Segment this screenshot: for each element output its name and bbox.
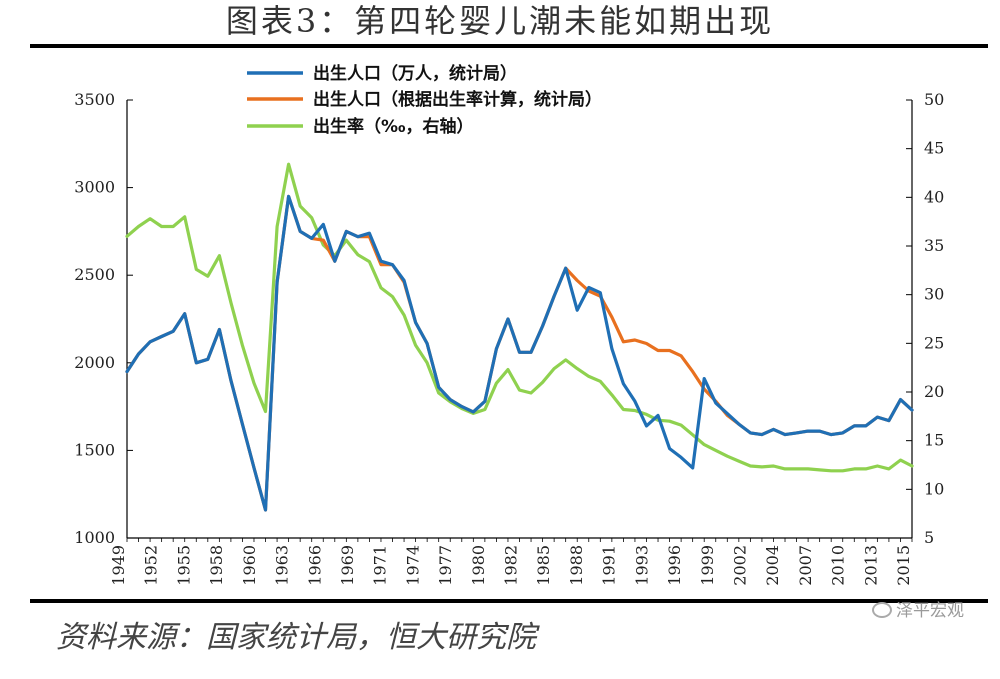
series-lines-group	[125, 162, 914, 512]
right-tick-label: 45	[924, 139, 944, 158]
axes-group: 1000 1500 2000 2500 3000 3500 5 10 15 20 25 30 35 40 4…	[74, 90, 944, 586]
x-tick-label: 1949	[109, 545, 128, 586]
right-tick-label: 25	[924, 333, 944, 352]
x-tick-label: 1993	[632, 545, 651, 586]
x-tick-label: 1977	[436, 545, 455, 586]
x-tick-label: 1988	[567, 545, 586, 586]
series-line-2	[125, 162, 914, 473]
x-tick-label: 2007	[796, 545, 815, 586]
left-tick-label: 2000	[74, 353, 115, 372]
x-tick-label: 1980	[469, 545, 488, 586]
x-tick-label: 1999	[698, 545, 717, 586]
x-tick-label: 2010	[829, 545, 848, 586]
source-note: 资料来源：国家统计局，恒大研究院	[56, 620, 536, 655]
watermark-text: 泽平宏观	[896, 601, 964, 621]
top-rule	[30, 44, 988, 48]
legend-label-1: 出生人口（根据出生率计算，统计局）	[313, 89, 602, 110]
right-tick-label: 50	[924, 90, 944, 109]
left-tick-label: 1500	[74, 440, 115, 459]
legend-label-0: 出生人口（万人，统计局）	[313, 63, 517, 84]
left-tick-label: 2500	[74, 265, 115, 284]
x-tick-label: 1991	[600, 545, 619, 586]
x-tick-label: 2004	[763, 545, 782, 586]
right-tick-label: 35	[924, 236, 944, 255]
right-tick-label: 20	[924, 382, 944, 401]
series-line-0	[125, 194, 914, 512]
x-tick-label: 1960	[240, 545, 259, 586]
x-tick-label: 2013	[861, 545, 880, 586]
x-tick-label: 1996	[665, 545, 684, 586]
x-tick-label: 1966	[305, 545, 324, 586]
wechat-icon	[872, 602, 892, 618]
left-tick-label: 1000	[74, 528, 115, 547]
x-tick-label: 1985	[534, 545, 553, 586]
right-tick-label: 15	[924, 431, 944, 450]
x-tick-label: 1974	[403, 545, 422, 586]
x-tick-label: 1958	[207, 545, 226, 586]
right-tick-label: 30	[924, 285, 944, 304]
x-tick-label: 1969	[338, 545, 357, 586]
x-tick-label: 2015	[894, 545, 913, 586]
left-tick-label: 3500	[74, 90, 115, 109]
left-tick-label: 3000	[74, 178, 115, 197]
right-tick-label: 40	[924, 187, 944, 206]
x-tick-label: 1955	[174, 545, 193, 586]
legend-group: 出生人口（万人，统计局） 出生人口（根据出生率计算，统计局） 出生率（‰，右轴）	[247, 63, 602, 137]
x-tick-label: 1982	[502, 545, 521, 586]
chart-title: 图表3：第四轮婴儿潮未能如期出现	[225, 2, 775, 40]
legend-label-2: 出生率（‰，右轴）	[313, 116, 473, 137]
watermark: 泽平宏观	[872, 596, 964, 621]
right-tick-label: 10	[924, 479, 944, 498]
chart-svg: 1000 1500 2000 2500 3000 3500 5 10 15 20 25 30 35 40 4…	[74, 63, 944, 586]
x-tick-label: 1963	[273, 545, 292, 586]
x-tick-label: 1971	[371, 545, 390, 586]
right-tick-label: 5	[924, 528, 934, 547]
bottom-rule	[30, 599, 988, 603]
x-tick-label: 1952	[142, 545, 161, 586]
x-tick-label: 2002	[730, 545, 749, 586]
